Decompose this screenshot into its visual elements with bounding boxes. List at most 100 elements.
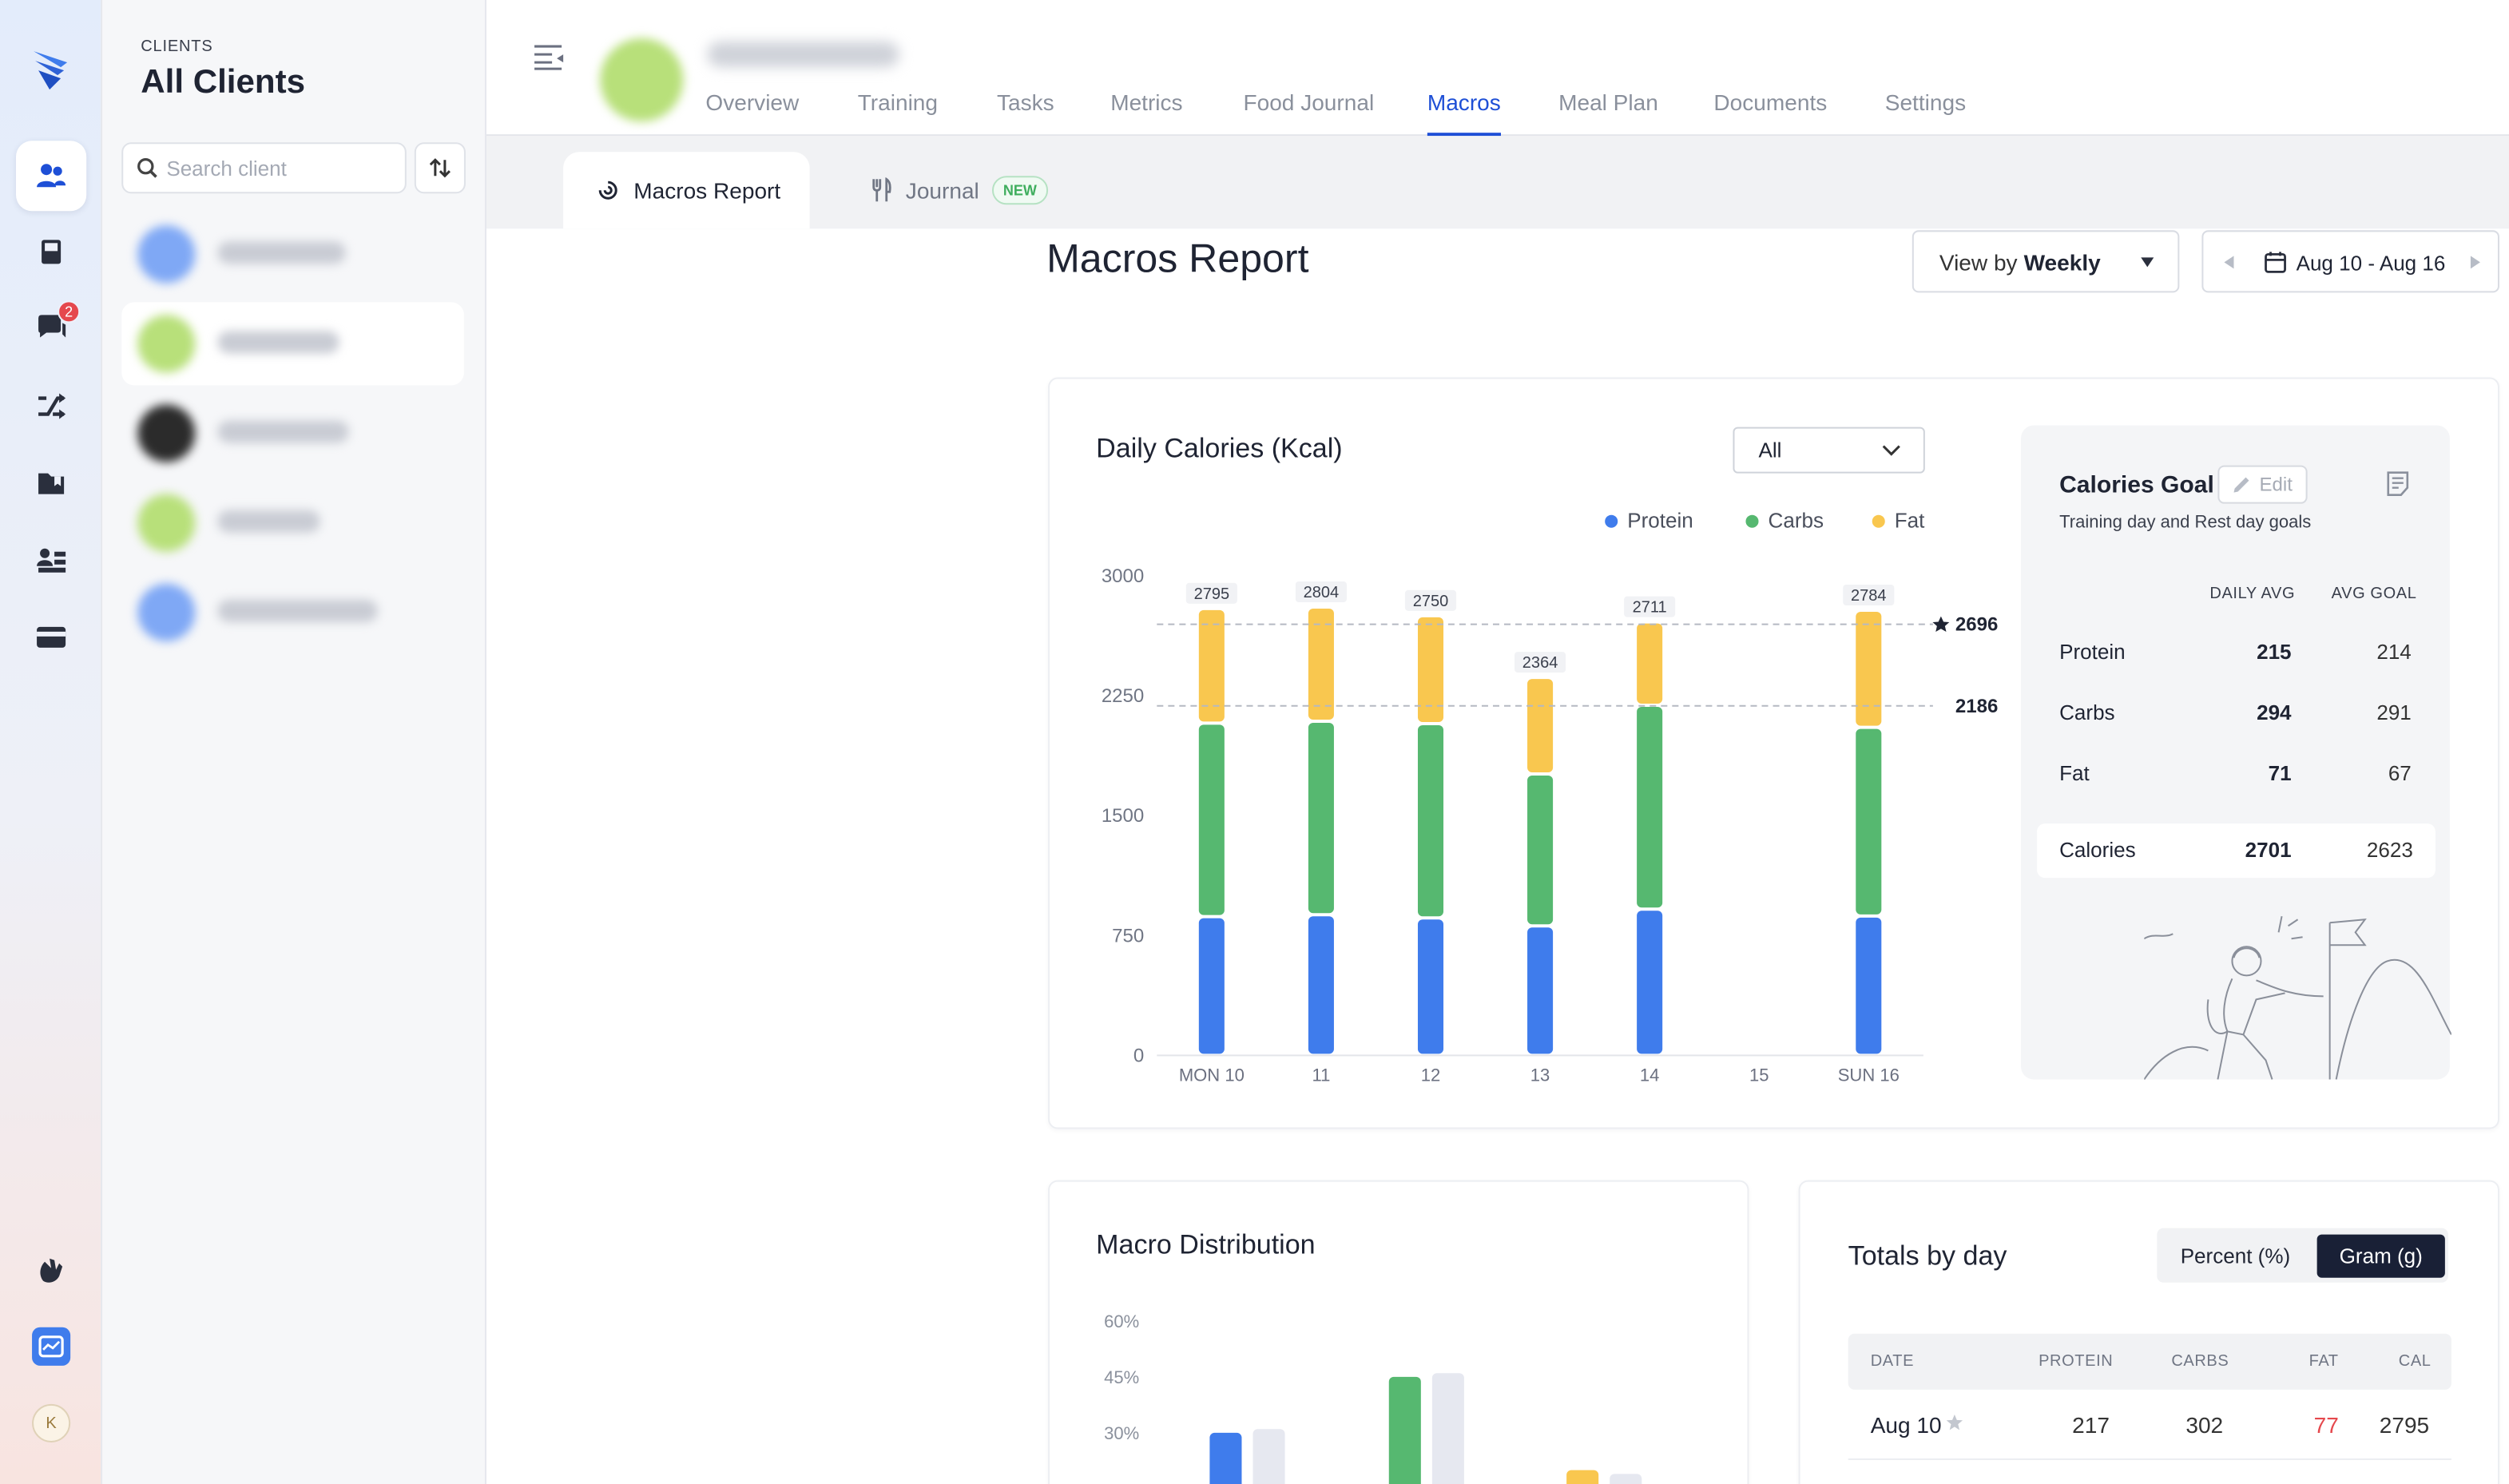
bar-segment-protein	[1417, 919, 1444, 1054]
legend-label: Carbs	[1768, 508, 1824, 533]
row-carbs: 302	[2185, 1411, 2224, 1438]
subtab-journal-label: Journal	[905, 177, 979, 204]
chevron-down-icon	[1882, 445, 1900, 456]
y-tick-label: 45%	[1104, 1367, 1139, 1387]
legend-label: Fat	[1894, 508, 1925, 533]
macro-filter-dropdown[interactable]: All	[1733, 427, 1925, 474]
y-tick-label: 60%	[1104, 1311, 1139, 1331]
total-label: 2711	[1633, 599, 1667, 617]
goal-row-calories: Calories 2701 2623	[2059, 838, 2413, 863]
rail-clients-button[interactable]	[16, 141, 87, 212]
total-label: 2795	[1194, 585, 1230, 603]
distribution-bar-protein	[1209, 1432, 1242, 1484]
client-row[interactable]	[121, 212, 464, 296]
client-name-redacted	[217, 331, 339, 354]
totals-by-day-title: Totals by day	[1848, 1240, 2007, 1272]
client-row[interactable]	[121, 392, 464, 475]
bar-segment-fat	[1417, 617, 1444, 722]
tab-documents[interactable]: Documents	[1713, 89, 1828, 116]
client-avatar	[137, 225, 196, 284]
view-by-dropdown[interactable]: View by Weekly	[1912, 230, 2180, 293]
daily-calories-chart: 0 750 1500 2250 3000 MON 10 2795 11 2804 12 2750 13…	[1102, 565, 1999, 1085]
rail-inbox-button[interactable]	[16, 292, 86, 363]
client-avatar	[137, 583, 196, 641]
client-avatar	[137, 404, 196, 462]
prev-week-icon[interactable]	[2222, 254, 2235, 270]
x-tick-label: 15	[1749, 1065, 1769, 1085]
calories-goal-subtitle: Training day and Rest day goals	[2059, 513, 2312, 533]
goal-row-label: Calories	[2059, 838, 2136, 863]
menu-collapse-icon	[534, 45, 564, 70]
legend-label: Protein	[1627, 508, 1693, 533]
date-range-label[interactable]: Aug 10 - Aug 16	[2296, 251, 2446, 276]
sort-clients-button[interactable]	[414, 142, 466, 194]
totals-table-header	[1848, 1333, 2451, 1390]
bar-segment-fat	[1527, 679, 1554, 773]
bar-segment-protein	[1637, 911, 1663, 1054]
bar-segment-fat	[1198, 609, 1225, 722]
notes-icon[interactable]	[2386, 470, 2410, 498]
row-protein: 217	[2072, 1411, 2110, 1438]
x-tick-label: 11	[1312, 1065, 1330, 1085]
rail-store-button[interactable]	[16, 1311, 86, 1382]
total-label-bg	[1624, 596, 1676, 617]
rail-profile-button[interactable]: K	[16, 1388, 86, 1458]
x-tick-label: 12	[1421, 1065, 1441, 1085]
next-week-icon[interactable]	[2469, 254, 2482, 270]
users-icon	[37, 164, 66, 188]
client-row[interactable]	[121, 482, 464, 565]
tab-food-journal[interactable]: Food Journal	[1243, 89, 1375, 116]
reference-line-label: 2186	[1955, 696, 1998, 717]
y-tick-label: 2250	[1102, 685, 1144, 707]
col-carbs: CARBS	[2171, 1352, 2229, 1371]
client-avatar	[137, 494, 196, 552]
folder-bookmark-icon	[38, 473, 65, 494]
tab-macros[interactable]: Macros	[1427, 89, 1501, 116]
tab-training[interactable]: Training	[857, 89, 938, 116]
bar-segment-carbs	[1637, 706, 1663, 908]
col-protein: PROTEIN	[2039, 1352, 2114, 1371]
edit-goal-button[interactable]: Edit	[2217, 465, 2308, 504]
subtab-journal[interactable]: Journal NEW	[871, 169, 1048, 211]
tab-tasks[interactable]: Tasks	[996, 89, 1054, 116]
rail-team-button[interactable]	[16, 525, 86, 595]
goal-row-carbs: Carbs 294 291	[2059, 700, 2412, 724]
app-logo[interactable]	[29, 45, 73, 93]
goal-row-daily-avg: 215	[2257, 639, 2292, 664]
toggle-gram-button[interactable]: Gram (g)	[2316, 1234, 2445, 1278]
goal-row-daily-avg: 2701	[2245, 838, 2292, 863]
subtab-macros-report[interactable]: Macros Report	[563, 152, 810, 229]
tab-overview[interactable]: Overview	[705, 89, 800, 116]
distribution-goal-bar-carbs	[1431, 1373, 1464, 1484]
toggle-percent-button[interactable]: Percent (%)	[2180, 1244, 2291, 1268]
moon-icon	[1937, 697, 1946, 714]
view-by-value: Weekly	[2023, 248, 2101, 275]
client-search-input[interactable]	[166, 144, 399, 192]
rail-automation-button[interactable]	[16, 371, 86, 442]
active-tab-underline	[1427, 133, 1501, 137]
client-header	[486, 0, 2509, 137]
goal-row-calories-bg	[2037, 823, 2436, 879]
rail-billing-button[interactable]	[16, 601, 86, 672]
team-icon	[37, 548, 66, 573]
client-row-selected[interactable]	[121, 302, 464, 386]
rail-wave-button[interactable]	[16, 1235, 86, 1305]
goal-row-avg-goal: 291	[2376, 700, 2412, 724]
tab-meal-plan[interactable]: Meal Plan	[1558, 89, 1658, 116]
tab-metrics[interactable]: Metrics	[1110, 89, 1183, 116]
toggle-sidebar-button[interactable]	[533, 42, 565, 78]
client-row[interactable]	[121, 571, 464, 654]
tab-settings[interactable]: Settings	[1884, 89, 1967, 116]
distribution-goal-bar-fat	[1610, 1474, 1642, 1484]
totals-by-day-card	[1798, 1180, 2499, 1484]
rail-library-button[interactable]	[16, 217, 86, 288]
col-date: DATE	[1870, 1352, 1915, 1371]
legend-carbs: Carbs	[1745, 509, 1824, 533]
subtab-macros-report-label: Macros Report	[633, 177, 781, 204]
store-icon	[32, 1327, 71, 1366]
rail-folder-button[interactable]	[16, 448, 86, 518]
bar-segment-protein	[1527, 927, 1554, 1054]
view-by-prefix: View by	[1939, 248, 2018, 275]
client-name-redacted	[217, 420, 349, 443]
search-icon	[137, 158, 157, 178]
